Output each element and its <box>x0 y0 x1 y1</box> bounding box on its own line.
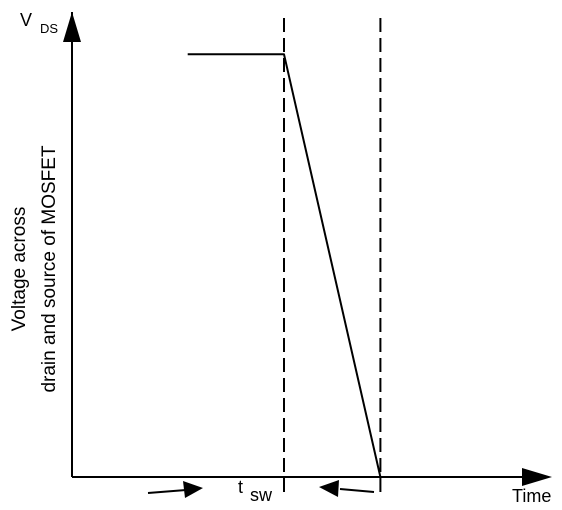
tsw-right-arrow <box>319 480 375 497</box>
y-axis-label-line1: Voltage across <box>9 207 30 332</box>
y-axis-symbol: V DS <box>20 10 58 36</box>
y-axis-symbol-main: V <box>20 10 32 30</box>
tsw-label-sub: sw <box>250 485 273 505</box>
y-axis-label-line2: drain and source of MOSFET <box>39 145 60 392</box>
y-axis-symbol-sub: DS <box>40 21 58 36</box>
y-axis-arrowhead <box>63 12 81 42</box>
x-axis-arrowhead <box>522 468 552 486</box>
x-axis-label: Time <box>512 486 551 505</box>
vds-waveform-line <box>187 53 525 478</box>
tsw-label-main: t <box>238 477 243 497</box>
tsw-label: t sw <box>238 477 273 505</box>
marker-layer <box>283 18 382 498</box>
tsw-left-arrow <box>147 481 203 498</box>
